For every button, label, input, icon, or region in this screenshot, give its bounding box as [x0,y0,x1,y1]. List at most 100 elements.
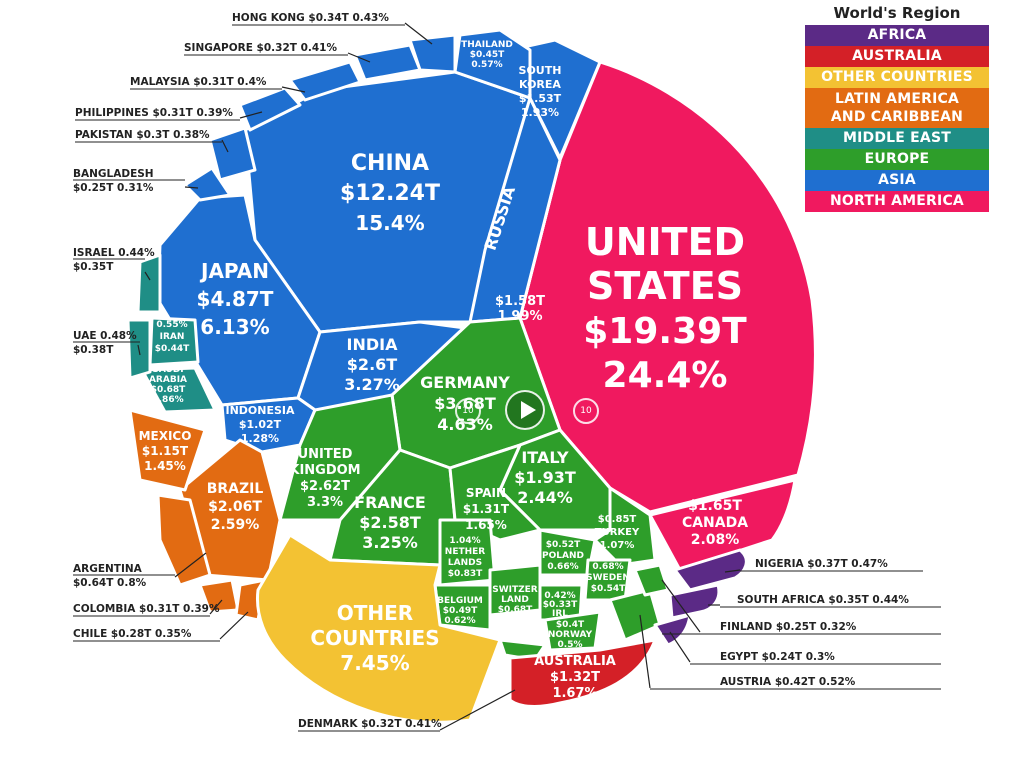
callout-hong-kong: HONG KONG $0.34T 0.43% [232,12,389,24]
legend: World's Region AFRICA AUSTRALIA OTHER COUN… [805,2,989,212]
label-japan-1: $4.87T [197,287,274,311]
cell-philippines [238,86,302,132]
label-china-2: 15.4% [355,211,424,235]
label-indonesia-1: $1.02T [239,418,282,431]
cell-thailand [453,28,532,100]
play-button[interactable] [505,390,545,430]
label-spain-0: SPAIN [466,486,506,500]
cell-norway [543,610,602,652]
leader-chile [219,611,249,640]
callout-south-africa: SOUTH AFRICA $0.35T 0.44% [737,594,909,606]
leader-egypt [669,631,691,663]
rewind-10-button[interactable]: 10 [455,398,481,424]
label-poland-0: $0.52T [546,540,581,550]
label-united-states-3: 24.4% [603,355,728,396]
label-china-0: CHINA [351,151,429,176]
label-mexico-2: 1.45% [144,459,186,473]
label-south-korea-3: 1.93% [521,106,559,119]
legend-item-europe: EUROPE [805,149,989,170]
label-sweden-2: $0.54T [591,584,626,594]
label-belgium-1: $0.49T [443,606,478,616]
label-indonesia-2: 1.28% [241,432,279,445]
label-norway-2: 0.5% [558,640,583,650]
leader-singapore [347,52,371,63]
forward-10-button[interactable]: 10 [573,398,599,424]
label-other-countries-2: 7.45% [340,651,409,675]
leader-argentina [174,552,207,578]
leader-malaysia [281,86,306,93]
label-france-2: 3.25% [362,533,418,552]
label-brazil-2: 2.59% [211,517,260,533]
leader-austria [639,614,651,689]
label-indonesia-0: INDONESIA [225,404,295,417]
label-france-1: $2.58T [359,513,421,532]
label-belgium-2: 0.62% [444,616,475,626]
cell-israel [136,253,162,314]
label-turkey-2: 1.07% [600,540,635,551]
label-united-states-0: UNITED [585,220,745,264]
label-japan-0: JAPAN [199,259,269,283]
label-iran-0: 0.55% [156,320,187,330]
label-netherlands-3: $0.83T [448,569,483,579]
label-united-kingdom-3: 3.3% [307,495,343,510]
label-france-0: FRANCE [354,493,426,512]
video-controls: 10 10 [455,388,605,436]
label-russia-1: $1.58T [495,294,545,309]
legend-item-latin-america-and-caribbean: LATIN AMERICA AND CARIBBEAN [805,88,989,128]
leader-uae [137,344,141,356]
label-india-1: $2.6T [347,355,397,374]
legend-items: AFRICA AUSTRALIA OTHER COUNTRIES LATIN AMER… [805,25,989,212]
callout-nigeria: NIGERIA $0.37T 0.47% [755,558,888,570]
label-sweden-1: SWEDEN [586,573,630,583]
label-germany-2: 4.63% [437,415,493,434]
cell-egypt [653,613,692,647]
label-canada-2: 2.08% [691,532,740,548]
cell-malaysia [288,60,362,102]
cell-argentina [156,493,212,587]
callout-malaysia: MALAYSIA $0.31T 0.4% [130,76,267,88]
label-ireland-1: $0.33T [543,600,578,610]
leader-colombia [209,599,223,615]
cell-australia [508,638,657,708]
label-italy-1: $1.93T [514,468,576,487]
label-japan-2: 6.13% [200,315,269,339]
label-mexico-1: $1.15T [142,444,189,458]
label-ireland-0: 0.42% [544,591,575,601]
leader-pakistan [221,139,229,153]
callout-uae-line1: UAE 0.48% [73,330,137,342]
label-brazil-0: BRAZIL [207,481,264,497]
cell-saudi-arabia [140,366,217,414]
label-iran-2: $0.44T [155,344,190,354]
label-thailand-2: 0.57% [471,60,502,70]
label-india-0: INDIA [347,335,399,354]
callout-israel-line1: ISRAEL 0.44% [73,247,155,259]
callout-denmark: DENMARK $0.32T 0.41% [298,718,442,730]
label-switzerland-2: $0.68T [498,605,533,615]
label-italy-0: ITALY [521,448,569,467]
label-switzerland-3: 0.85% [499,615,530,625]
legend-item-africa: AFRICA [805,25,989,46]
cell-pakistan [208,126,257,182]
label-russia-2: 1.99% [497,309,542,324]
cell-united-states [518,60,817,514]
callout-argentina-line2: $0.64T 0.8% [73,577,147,589]
callout-bangladesh-line2: $0.25T 0.31% [73,182,154,194]
callout-egypt: EGYPT $0.24T 0.3% [720,651,835,663]
callout-bangladesh-line1: BANGLADESH [73,168,154,180]
label-united-states-2: $19.39T [583,311,747,352]
label-australia-2: 1.67% [552,686,597,701]
leader-nigeria [724,569,741,573]
label-south-korea-2: $1.53T [519,92,562,105]
callout-colombia: COLOMBIA $0.31T 0.39% [73,603,220,615]
label-saudi-arabia-0: SAUDI [152,365,183,375]
label-poland-2: 0.66% [547,562,578,572]
callout-finland: FINLAND $0.25T 0.32% [720,621,857,633]
cell-finland [633,563,670,597]
label-spain-1: $1.31T [463,502,510,516]
label-united-kingdom-0: UNITED [298,447,353,462]
cell-nigeria [673,548,748,592]
label-ireland-2: IRL [552,609,568,619]
label-united-kingdom-1: KINGDOM [289,463,360,478]
